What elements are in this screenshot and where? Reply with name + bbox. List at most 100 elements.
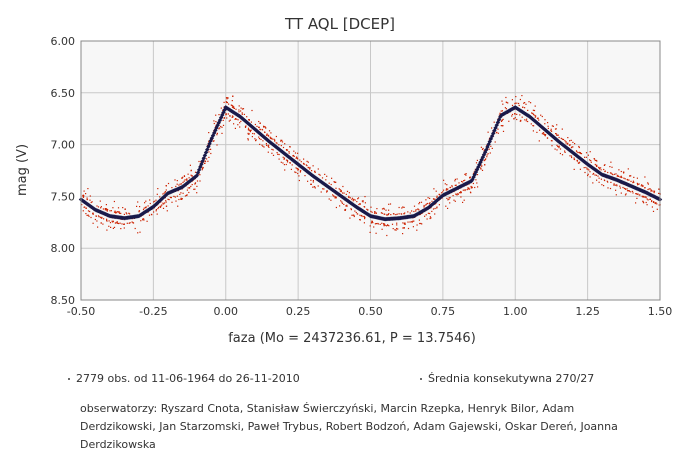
- legend-running-mean-marker: [420, 378, 422, 380]
- observation-point: [472, 172, 475, 175]
- observation-point: [518, 102, 520, 105]
- observation-point: [418, 219, 420, 221]
- observation-point: [635, 193, 637, 195]
- observation-point: [370, 206, 372, 208]
- observation-point: [194, 182, 196, 184]
- observation-point: [363, 222, 365, 224]
- observation-point: [435, 190, 437, 192]
- observation-point: [333, 195, 335, 198]
- observation-point: [642, 200, 644, 202]
- observation-point: [652, 190, 654, 192]
- observation-point: [361, 200, 363, 202]
- observation-point: [638, 194, 640, 196]
- observation-point: [283, 157, 285, 159]
- observation-point: [429, 217, 431, 220]
- observation-point: [341, 202, 343, 204]
- observation-point: [500, 120, 503, 122]
- observation-point: [262, 140, 264, 142]
- observation-point: [600, 169, 602, 171]
- observation-point: [237, 124, 239, 126]
- observation-point: [651, 200, 653, 203]
- observation-point: [208, 151, 210, 153]
- observation-point: [620, 176, 622, 178]
- observation-point: [579, 168, 581, 170]
- observation-point: [89, 210, 91, 213]
- running-mean-point: [480, 155, 486, 160]
- observation-point: [106, 220, 108, 222]
- observation-point: [595, 164, 597, 166]
- observation-point: [398, 206, 400, 209]
- observation-point: [426, 218, 428, 220]
- observation-point: [234, 127, 236, 129]
- observation-point: [401, 213, 403, 215]
- observation-point: [86, 214, 88, 216]
- observation-point: [90, 216, 92, 219]
- observation-point: [519, 114, 521, 116]
- observation-point: [353, 198, 355, 200]
- observation-point: [651, 190, 653, 192]
- observation-point: [84, 206, 86, 208]
- observation-point: [532, 109, 534, 111]
- observation-point: [296, 156, 298, 158]
- observation-point: [226, 117, 228, 119]
- observation-point: [616, 184, 618, 186]
- observation-point: [356, 201, 358, 203]
- observation-point: [234, 118, 236, 120]
- observation-point: [232, 107, 235, 109]
- observation-point: [186, 189, 188, 191]
- observation-point: [615, 194, 617, 196]
- observation-point: [547, 127, 549, 129]
- observation-point: [266, 134, 268, 136]
- observation-point: [100, 207, 102, 209]
- observation-point: [523, 102, 525, 104]
- observation-point: [482, 147, 484, 150]
- observation-point: [579, 161, 581, 163]
- observation-point: [221, 126, 223, 128]
- observation-point: [232, 95, 234, 97]
- observation-point: [188, 177, 190, 179]
- observation-point: [364, 218, 366, 220]
- observation-point: [618, 169, 620, 171]
- observation-point: [259, 143, 261, 145]
- observation-point: [583, 167, 585, 169]
- observation-point: [432, 208, 435, 210]
- observation-point: [544, 119, 546, 121]
- observation-point: [462, 201, 464, 203]
- observation-point: [392, 213, 395, 215]
- observation-point: [374, 212, 376, 214]
- observation-point: [370, 222, 373, 224]
- observation-point: [247, 139, 249, 141]
- observation-point: [396, 224, 398, 226]
- observation-point: [225, 114, 227, 116]
- observation-point: [609, 166, 611, 168]
- observation-point: [294, 152, 297, 154]
- observation-point: [142, 219, 144, 221]
- observation-point: [274, 140, 276, 142]
- observation-point: [199, 174, 201, 176]
- observation-point: [286, 149, 289, 151]
- observation-point: [442, 191, 444, 193]
- observation-point: [341, 201, 343, 203]
- observation-point: [128, 222, 130, 224]
- observation-point: [436, 207, 438, 209]
- observation-point: [501, 100, 503, 102]
- observation-point: [618, 175, 620, 177]
- observation-point: [176, 195, 178, 197]
- observation-point: [638, 183, 640, 185]
- observation-point: [538, 119, 540, 121]
- observation-point: [174, 196, 176, 198]
- observation-point: [272, 149, 274, 151]
- observation-point: [600, 167, 602, 169]
- observation-point: [385, 209, 387, 211]
- observation-point: [233, 107, 235, 109]
- observation-point: [289, 146, 291, 148]
- observation-point: [387, 214, 389, 216]
- observation-point: [213, 122, 215, 125]
- observation-point: [425, 203, 428, 205]
- observation-point: [325, 179, 327, 181]
- observation-point: [645, 201, 647, 204]
- observation-point: [268, 144, 270, 146]
- observation-point: [594, 163, 596, 166]
- observation-point: [577, 152, 579, 154]
- observation-point: [411, 221, 413, 223]
